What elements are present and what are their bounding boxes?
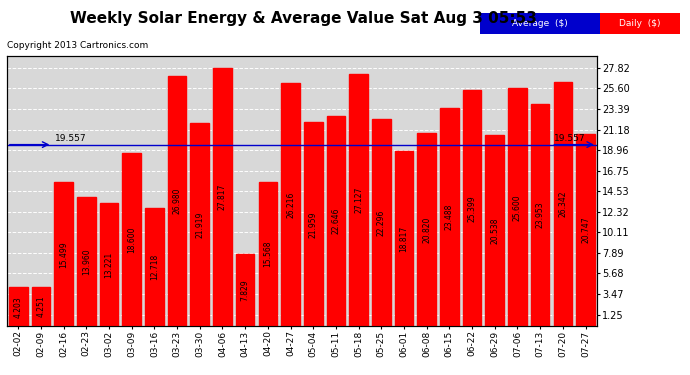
Bar <box>99 204 118 326</box>
Text: 13.221: 13.221 <box>104 252 114 278</box>
Text: 13.960: 13.960 <box>82 248 91 275</box>
Bar <box>531 104 549 326</box>
Bar <box>486 135 504 326</box>
Text: 4.203: 4.203 <box>14 296 23 318</box>
Bar <box>259 182 277 326</box>
Text: 20.747: 20.747 <box>581 217 590 243</box>
Bar <box>576 134 595 326</box>
Text: 27.127: 27.127 <box>354 187 363 213</box>
Bar <box>9 287 28 326</box>
Text: 21.959: 21.959 <box>308 211 317 237</box>
Text: 4.251: 4.251 <box>37 296 46 317</box>
Bar <box>304 122 322 326</box>
Bar <box>326 116 345 326</box>
Text: Daily  ($): Daily ($) <box>619 19 660 28</box>
Text: 20.538: 20.538 <box>490 217 500 244</box>
Bar <box>236 254 255 326</box>
Bar <box>395 152 413 326</box>
Text: 19.557: 19.557 <box>554 134 585 143</box>
Bar <box>190 123 209 326</box>
Text: 26.980: 26.980 <box>172 188 181 214</box>
Bar <box>168 76 186 326</box>
Text: 25.399: 25.399 <box>468 195 477 222</box>
Text: 23.488: 23.488 <box>445 204 454 230</box>
Text: 18.817: 18.817 <box>400 226 408 252</box>
Bar <box>145 208 164 326</box>
Bar <box>349 74 368 326</box>
Text: 7.829: 7.829 <box>241 279 250 301</box>
Text: 26.216: 26.216 <box>286 191 295 218</box>
Text: 18.600: 18.600 <box>127 226 136 253</box>
Text: 12.718: 12.718 <box>150 254 159 280</box>
Text: 22.296: 22.296 <box>377 210 386 236</box>
Text: 22.646: 22.646 <box>331 208 340 234</box>
Bar <box>213 68 232 326</box>
Text: 20.820: 20.820 <box>422 216 431 243</box>
Text: 27.817: 27.817 <box>218 184 227 210</box>
Bar <box>32 287 50 326</box>
Bar <box>440 108 459 326</box>
Text: Copyright 2013 Cartronics.com: Copyright 2013 Cartronics.com <box>7 41 148 50</box>
Text: 21.919: 21.919 <box>195 211 204 238</box>
Bar <box>55 182 73 326</box>
Text: 19.557: 19.557 <box>55 134 86 143</box>
Bar <box>77 196 96 326</box>
Text: 25.600: 25.600 <box>513 194 522 220</box>
Text: Weekly Solar Energy & Average Value Sat Aug 3 05:53: Weekly Solar Energy & Average Value Sat … <box>70 11 537 26</box>
Text: 23.953: 23.953 <box>535 202 544 228</box>
Bar <box>508 88 526 326</box>
Text: 15.499: 15.499 <box>59 241 68 268</box>
Bar <box>417 133 436 326</box>
Bar <box>122 153 141 326</box>
Text: 26.342: 26.342 <box>558 190 567 217</box>
Bar <box>463 90 482 326</box>
Text: 15.568: 15.568 <box>264 241 273 267</box>
Bar <box>553 82 572 326</box>
Bar <box>282 83 300 326</box>
Bar <box>372 119 391 326</box>
Text: Average  ($): Average ($) <box>512 19 567 28</box>
